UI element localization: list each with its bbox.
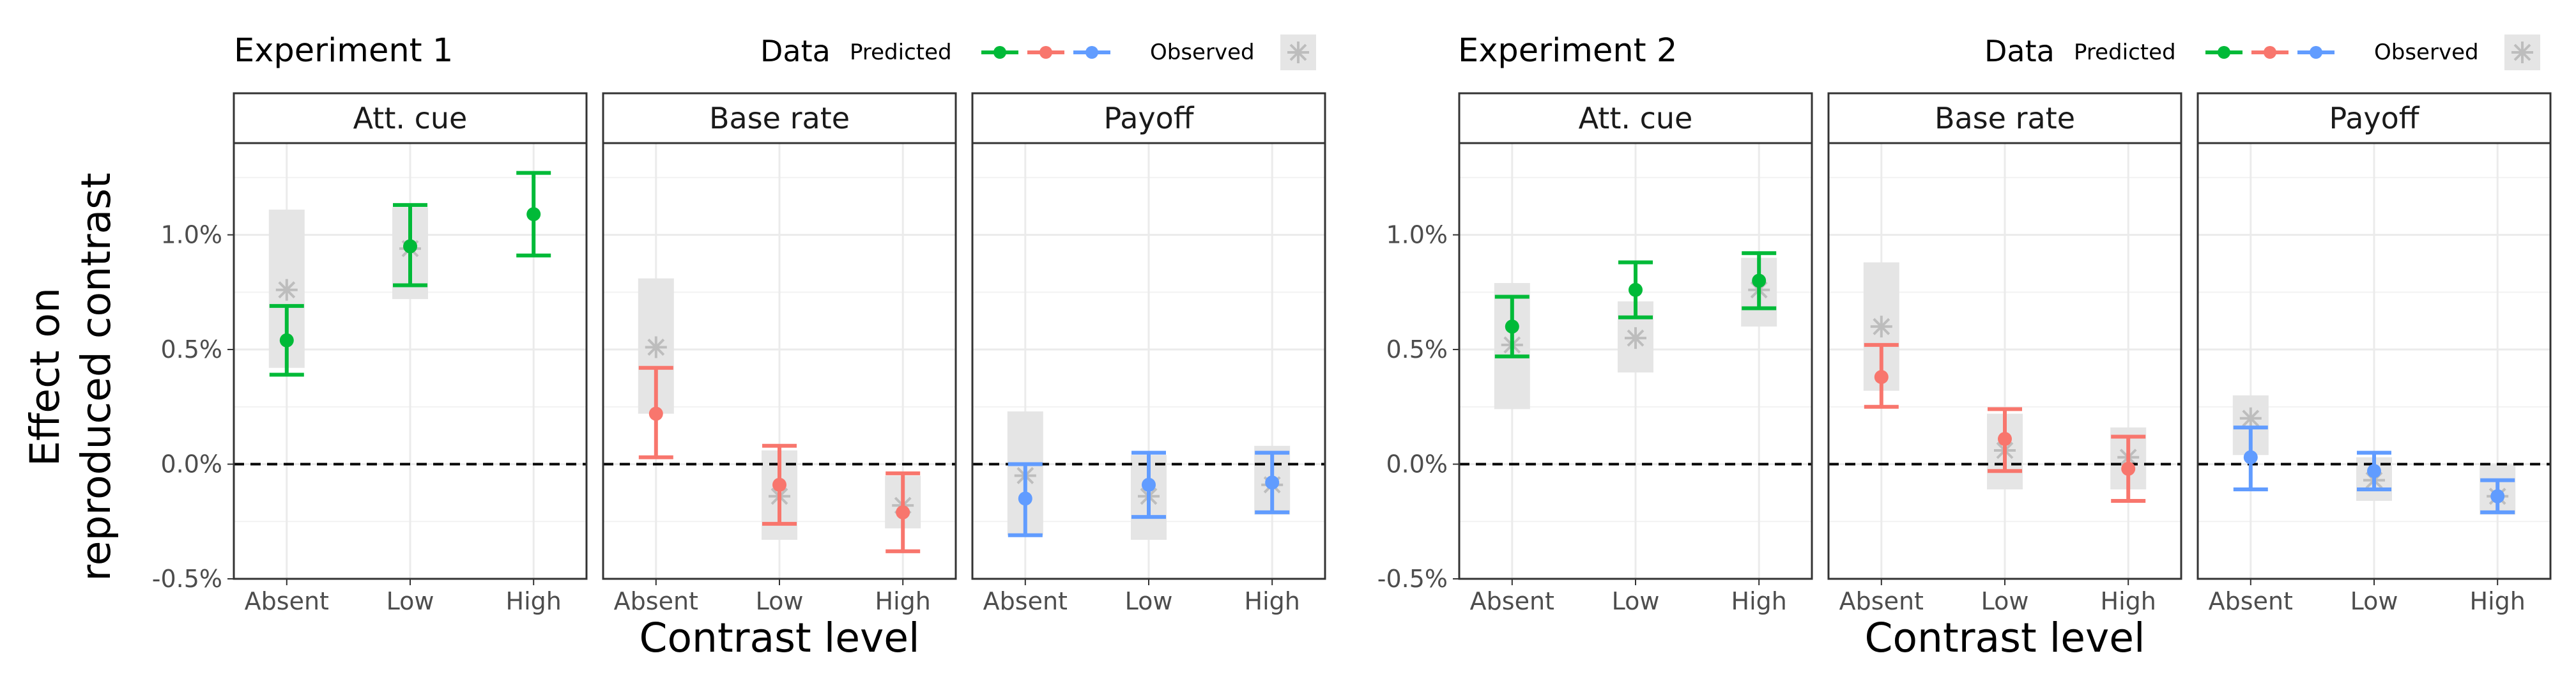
experiment-1-panel-payoff-x-tick-label: Absent — [983, 587, 1068, 615]
experiment-2-panel-payoff-predicted-point-absent — [2243, 450, 2258, 464]
experiment-1-x-axis-title: Contrast level — [639, 615, 919, 661]
experiment-1-y-tick-label: 1.0% — [160, 221, 222, 249]
legend-predicted-keys — [981, 46, 1110, 59]
experiment-2-y-tick-label: -0.5% — [1377, 565, 1448, 593]
legend-title: Data — [1984, 34, 2055, 68]
experiment-1-panel-base-rate: Base rate Absent Low High — [602, 92, 957, 615]
experiment-1-panel-base-rate-x-tick-label: Absent — [614, 587, 698, 615]
experiment-2-panel-att-cue-strip — [1458, 92, 1813, 144]
experiment-1-y-tick-label: 0.0% — [160, 450, 222, 479]
experiment-1-panel-att-cue-predicted-point-absent — [279, 333, 294, 348]
experiment-2-panel-base-rate-predicted-point-high — [2121, 461, 2136, 476]
experiment-2-panel-att-cue-x-tick-label: Absent — [1470, 587, 1554, 615]
experiment-2-legend: Data Predicted Observed — [1984, 34, 2540, 70]
experiment-2-panel-payoff-strip — [2196, 92, 2552, 144]
legend-key-observed-asterisk — [1287, 42, 1309, 63]
experiment-2-panel-att-cue-predicted-point-absent — [1505, 319, 1519, 334]
experiment-1-panel-att-cue-x-tick-label: Absent — [245, 587, 329, 615]
experiment-2-panel-payoff-x-tick-label: Absent — [2209, 587, 2293, 615]
legend-key-observed-asterisk — [2511, 42, 2533, 63]
experiment-1-panel-att-cue-strip-label: Att. cue — [353, 101, 468, 135]
y-axis-title-line-1: Effect on — [22, 288, 68, 466]
experiment-1-panel-payoff-predicted-point-high — [1265, 475, 1280, 490]
experiment-2-panel-payoff-strip-label: Payoff — [2329, 101, 2420, 135]
experiment-1-y-tick-label: 0.5% — [160, 335, 222, 364]
experiment-2-panel-base-rate: Base rate Absent Low High — [1827, 92, 2182, 615]
experiment-1-panel-att-cue-x-tick-label: Low — [387, 587, 434, 615]
experiment-2-panel-payoff-observed-point-absent — [2239, 407, 2262, 429]
experiment-1-panel-att-cue-predicted-point-low — [403, 239, 417, 254]
legend-observed-label: Observed — [1150, 40, 1255, 65]
experiment-1-panel-base-rate-strip-label: Base rate — [709, 101, 850, 135]
experiment-2-panel-att-cue: Att. cue Absent Low High — [1458, 92, 1813, 615]
experiment-2-x-axis-title: Contrast level — [1864, 615, 2145, 661]
experiment-2-panel-base-rate-x-tick-label: High — [2101, 587, 2156, 615]
experiment-1-panel-payoff-strip — [971, 92, 1326, 144]
legend-predicted-label: Predicted — [2074, 40, 2176, 65]
experiment-1-panel-att-cue-strip — [233, 92, 588, 144]
legend-predicted-label: Predicted — [850, 40, 952, 65]
experiment-1-panel-base-rate-observed-point-absent — [645, 336, 667, 358]
y-axis-title-line-2: reproduced contrast — [73, 172, 119, 581]
experiment-1-panel-base-rate-predicted-point-high — [896, 505, 910, 519]
experiment-1-panel-att-cue: Att. cue Absent Low High — [233, 92, 588, 615]
legend-observed-label: Observed — [2374, 40, 2479, 65]
experiment-1-legend: Data Predicted Observed — [760, 34, 1316, 70]
experiment-1-panel-att-cue-x-tick-label: High — [506, 587, 562, 615]
legend-key-att-cue-point — [2218, 46, 2230, 59]
experiment-2-panel-base-rate-strip-label: Base rate — [1935, 101, 2075, 135]
experiment-2-panel-att-cue-strip-label: Att. cue — [1579, 101, 1693, 135]
experiment-2-panel-payoff-x-tick-label: High — [2470, 587, 2526, 615]
experiment-2-y-tick-label: 1.0% — [1386, 221, 1448, 249]
experiment-1-panel-payoff-strip-label: Payoff — [1104, 101, 1195, 135]
experiment-2-panel-base-rate-x-tick-label: Low — [1981, 587, 2029, 615]
experiment-1-panel-base-rate-predicted-point-low — [772, 477, 786, 492]
experiment-1-title: Experiment 1 — [234, 32, 453, 70]
legend-key-base-rate-point — [1039, 46, 1052, 59]
legend-key-payoff-point — [2310, 46, 2322, 59]
experiment-2-title: Experiment 2 — [1458, 32, 1677, 70]
experiment-2-y-tick-label: 0.5% — [1386, 335, 1448, 364]
experiment-2-panel-att-cue-predicted-point-high — [1752, 273, 1767, 288]
legend-key-payoff-point — [1085, 46, 1098, 59]
experiment-2-panel-att-cue-x-tick-label: High — [1731, 587, 1787, 615]
experiment-2-panel-payoff-x-tick-label: Low — [2350, 587, 2398, 615]
legend-title: Data — [760, 34, 831, 68]
experiment-1-panel-payoff-predicted-point-absent — [1018, 491, 1032, 506]
experiment-2-y-tick-label: 0.0% — [1386, 450, 1448, 479]
experiment-2-panel-payoff: Payoff Absent Low High — [2196, 92, 2552, 615]
experiment-2-panel-base-rate-x-tick-label: Absent — [1839, 587, 1924, 615]
y-axis-title: Effect on reproduced contrast — [22, 172, 119, 581]
experiment-2-panel-payoff-predicted-point-high — [2490, 489, 2505, 503]
experiment-2-panel-base-rate-predicted-point-low — [1998, 432, 2012, 447]
experiment-2-panel-att-cue-x-tick-label: Low — [1612, 587, 1660, 615]
experiment-2-panel-payoff-predicted-point-low — [2367, 464, 2381, 479]
experiment-1-panel-base-rate-x-tick-label: High — [875, 587, 931, 615]
experiment-1-panel-payoff-x-tick-label: Low — [1125, 587, 1173, 615]
legend-key-base-rate-point — [2264, 46, 2276, 59]
experiment-2-panel-att-cue-predicted-point-low — [1629, 282, 1643, 297]
experiment-1-panel-att-cue-observed-point-absent — [275, 279, 298, 301]
experiment-1-panel-payoff-predicted-point-low — [1142, 477, 1156, 492]
legend-key-att-cue-point — [993, 46, 1006, 59]
experiment-1-panel-payoff-x-tick-label: High — [1245, 587, 1300, 615]
experiment-1-panel-base-rate-x-tick-label: Low — [756, 587, 804, 615]
experiment-2-panel-base-rate-predicted-point-absent — [1874, 370, 1889, 385]
experiment-1-panel-base-rate-predicted-point-absent — [648, 406, 663, 421]
experiment-2-panel-att-cue-observed-point-low — [1625, 327, 1646, 349]
experiment-1-panel-att-cue-predicted-point-high — [526, 207, 541, 222]
experiment-1-panel-payoff: Payoff Absent Low High — [971, 92, 1326, 615]
experiment-1-y-tick-label: -0.5% — [152, 565, 222, 593]
legend-predicted-keys — [2205, 46, 2334, 59]
experiment-2-panel-base-rate-observed-point-absent — [1870, 316, 1892, 338]
experiment-2-panel-base-rate-strip — [1827, 92, 2182, 144]
